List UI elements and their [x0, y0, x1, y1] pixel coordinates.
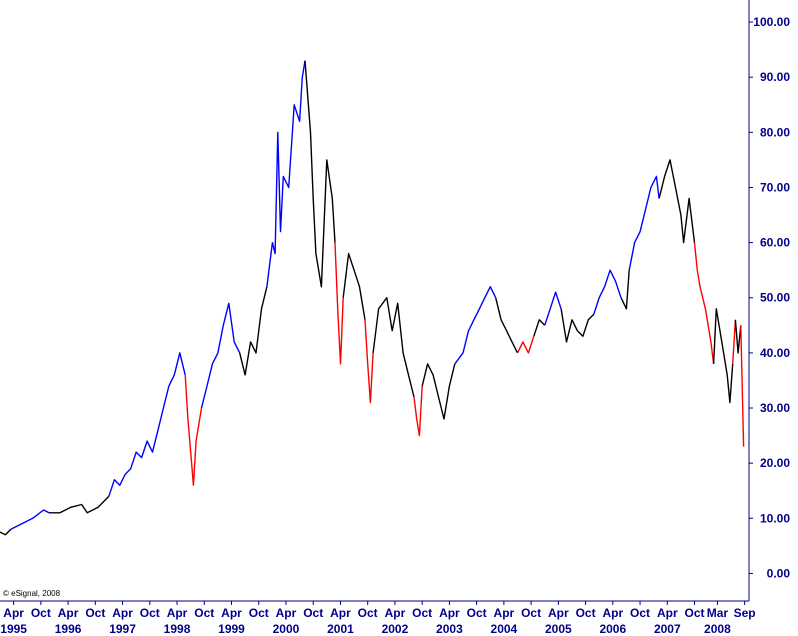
series-segment-30	[740, 325, 745, 447]
y-tick-label: 50.00	[760, 291, 790, 305]
x-tick-label: Apr	[330, 606, 351, 620]
x-tick-label: Apr	[3, 606, 24, 620]
y-tick-label: 40.00	[760, 346, 790, 360]
x-tick-label: Oct	[31, 606, 51, 620]
x-tick-label: Oct	[358, 606, 378, 620]
series-segment-22	[593, 269, 622, 315]
x-year-label: 2004	[491, 622, 518, 636]
series-segment-6	[200, 302, 241, 409]
x-year-label: 1997	[109, 622, 136, 636]
y-tick-label: 100.00	[753, 15, 790, 29]
x-tick-label: Apr	[276, 606, 297, 620]
series-segment-8	[266, 60, 306, 287]
series-segment-5	[184, 374, 203, 486]
y-tick-label: 10.00	[760, 511, 790, 525]
x-year-label: 2000	[273, 622, 300, 636]
x-year-label: 2003	[436, 622, 463, 636]
series-segment-12	[364, 319, 374, 404]
x-tick-label: Oct	[630, 606, 650, 620]
x-year-label: 1995	[0, 622, 27, 636]
x-year-label: 1999	[218, 622, 245, 636]
series-segment-21	[560, 308, 595, 343]
y-tick-label: 80.00	[760, 125, 790, 139]
series-segment-1	[0, 528, 12, 536]
series-segment-7	[239, 286, 268, 376]
x-tick-label: Apr	[548, 606, 569, 620]
series-segment-9	[304, 60, 336, 288]
series-segment-18	[516, 336, 535, 354]
y-tick-label: 30.00	[760, 401, 790, 415]
x-tick-label: Apr	[58, 606, 79, 620]
series-segment-17	[495, 297, 519, 354]
y-tick-label: 0.00	[767, 566, 791, 580]
x-tick-label: Oct	[685, 606, 705, 620]
x-tick-label: Oct	[467, 606, 487, 620]
x-tick-label: Mar	[707, 606, 729, 620]
x-tick-label: Oct	[85, 606, 105, 620]
x-tick-label: Apr	[221, 606, 242, 620]
x-tick-label: Oct	[140, 606, 160, 620]
y-axis-ticks: 0.00 10.00 20.00 30.00 40.00 50.00 60.00 70.00 8…	[749, 15, 790, 580]
x-tick-label: Apr	[439, 606, 460, 620]
x-tick-label: Apr	[494, 606, 515, 620]
x-year-label: 2007	[654, 622, 681, 636]
x-tick-label: Oct	[194, 606, 214, 620]
series-segment-13	[372, 297, 415, 398]
series-segment-10	[334, 242, 344, 365]
series-segment-24	[628, 175, 660, 271]
x-year-label: 2006	[599, 622, 626, 636]
series-segment-19	[533, 319, 546, 337]
price-series	[0, 60, 745, 536]
series-segment-28	[732, 319, 737, 364]
series-segment-15	[421, 363, 456, 420]
x-year-label: 2001	[327, 622, 354, 636]
x-tick-label: Apr	[112, 606, 133, 620]
series-segment-4	[108, 352, 186, 497]
x-axis-ticks: Apr Oct Apr Oct Apr Oct Apr Oct Apr Oct Apr Oct Apr O…	[0, 601, 756, 636]
x-tick-label: Oct	[249, 606, 269, 620]
series-segment-25	[658, 159, 696, 244]
series-segment-2	[10, 509, 50, 530]
x-tick-label: Apr	[385, 606, 406, 620]
x-tick-label: Oct	[576, 606, 596, 620]
credit-label: © eSignal, 2008	[3, 589, 61, 598]
series-segment-20	[544, 291, 562, 326]
y-tick-label: 90.00	[760, 70, 790, 84]
x-year-label: 1998	[164, 622, 191, 636]
x-year-label: 2008	[704, 622, 731, 636]
y-tick-label: 70.00	[760, 180, 790, 194]
series-segment-3	[49, 495, 110, 514]
x-tick-label: Oct	[303, 606, 323, 620]
series-segment-27	[712, 308, 734, 404]
x-year-label: 1996	[55, 622, 82, 636]
series-segment-23	[620, 270, 630, 310]
x-tick-label: Oct	[412, 606, 432, 620]
x-tick-label: Apr	[602, 606, 623, 620]
x-tick-label: Oct	[521, 606, 541, 620]
series-segment-16	[454, 286, 497, 365]
x-tick-label: Apr	[657, 606, 678, 620]
series-segment-26	[693, 242, 715, 364]
series-segment-14	[413, 385, 423, 437]
y-tick-label: 60.00	[760, 236, 790, 250]
x-tick-label: Apr	[167, 606, 188, 620]
y-tick-label: 20.00	[760, 456, 790, 470]
series-segment-29	[734, 319, 742, 354]
x-tick-label: Sep	[734, 606, 756, 620]
x-year-label: 2005	[545, 622, 572, 636]
x-year-label: 2002	[382, 622, 409, 636]
series-segment-11	[342, 252, 366, 320]
